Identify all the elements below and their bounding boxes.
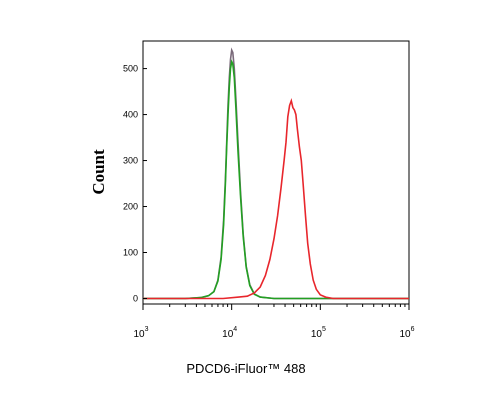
x-tick-label: 104 (222, 326, 237, 340)
series-line-2 (143, 59, 409, 300)
y-tick-label: 100 (123, 248, 138, 258)
y-tick-label: 200 (123, 202, 138, 212)
series-line-3 (143, 98, 409, 300)
y-axis: 0 100 200 300 400 500 (123, 64, 147, 303)
series-layer (143, 47, 409, 300)
y-tick-label: 400 (123, 110, 138, 120)
y-tick-label: 0 (133, 293, 138, 303)
x-tick-label: 103 (133, 326, 148, 340)
y-axis-label: Count (89, 149, 108, 195)
x-tick-label: 106 (399, 326, 414, 340)
plot-frame (142, 40, 410, 305)
x-axis-label: PDCD6-iFluor™ 488 (186, 361, 305, 376)
y-tick-label: 500 (123, 64, 138, 74)
x-axis: 103 104 105 106 (133, 304, 415, 340)
x-tick-label: 105 (311, 326, 326, 340)
y-tick-label: 300 (123, 156, 138, 166)
